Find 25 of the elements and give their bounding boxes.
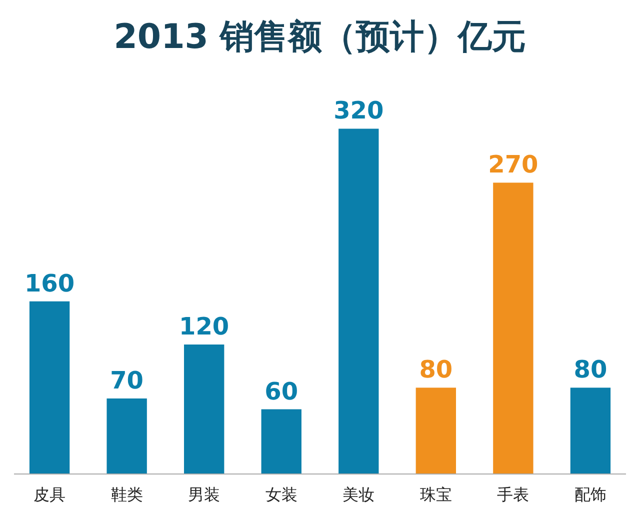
x-tick-label: 手表 bbox=[497, 485, 530, 504]
bar bbox=[416, 388, 456, 474]
data-label: 270 bbox=[488, 150, 538, 179]
data-label: 160 bbox=[24, 269, 75, 298]
x-tick-label: 女装 bbox=[265, 485, 298, 504]
x-tick-label: 美妆 bbox=[342, 485, 375, 504]
data-label: 60 bbox=[264, 377, 298, 406]
bar bbox=[493, 182, 534, 474]
data-label: 70 bbox=[110, 366, 144, 394]
bar bbox=[338, 128, 379, 474]
chart-title: 2013 销售额（预计）亿元 bbox=[114, 17, 526, 57]
data-label: 80 bbox=[419, 356, 453, 384]
x-tick-label: 珠宝 bbox=[420, 485, 452, 504]
bar bbox=[261, 409, 302, 474]
bar bbox=[570, 388, 611, 474]
bar bbox=[184, 344, 224, 474]
bar bbox=[106, 398, 147, 474]
data-label: 320 bbox=[334, 96, 384, 125]
x-tick-label: 男装 bbox=[188, 485, 220, 504]
data-label: 80 bbox=[574, 356, 608, 384]
x-tick-label: 鞋类 bbox=[110, 485, 143, 504]
data-label: 120 bbox=[179, 312, 230, 341]
bar bbox=[29, 301, 70, 474]
x-tick-label: 皮具 bbox=[34, 485, 66, 504]
x-tick-label: 配饰 bbox=[574, 485, 606, 504]
